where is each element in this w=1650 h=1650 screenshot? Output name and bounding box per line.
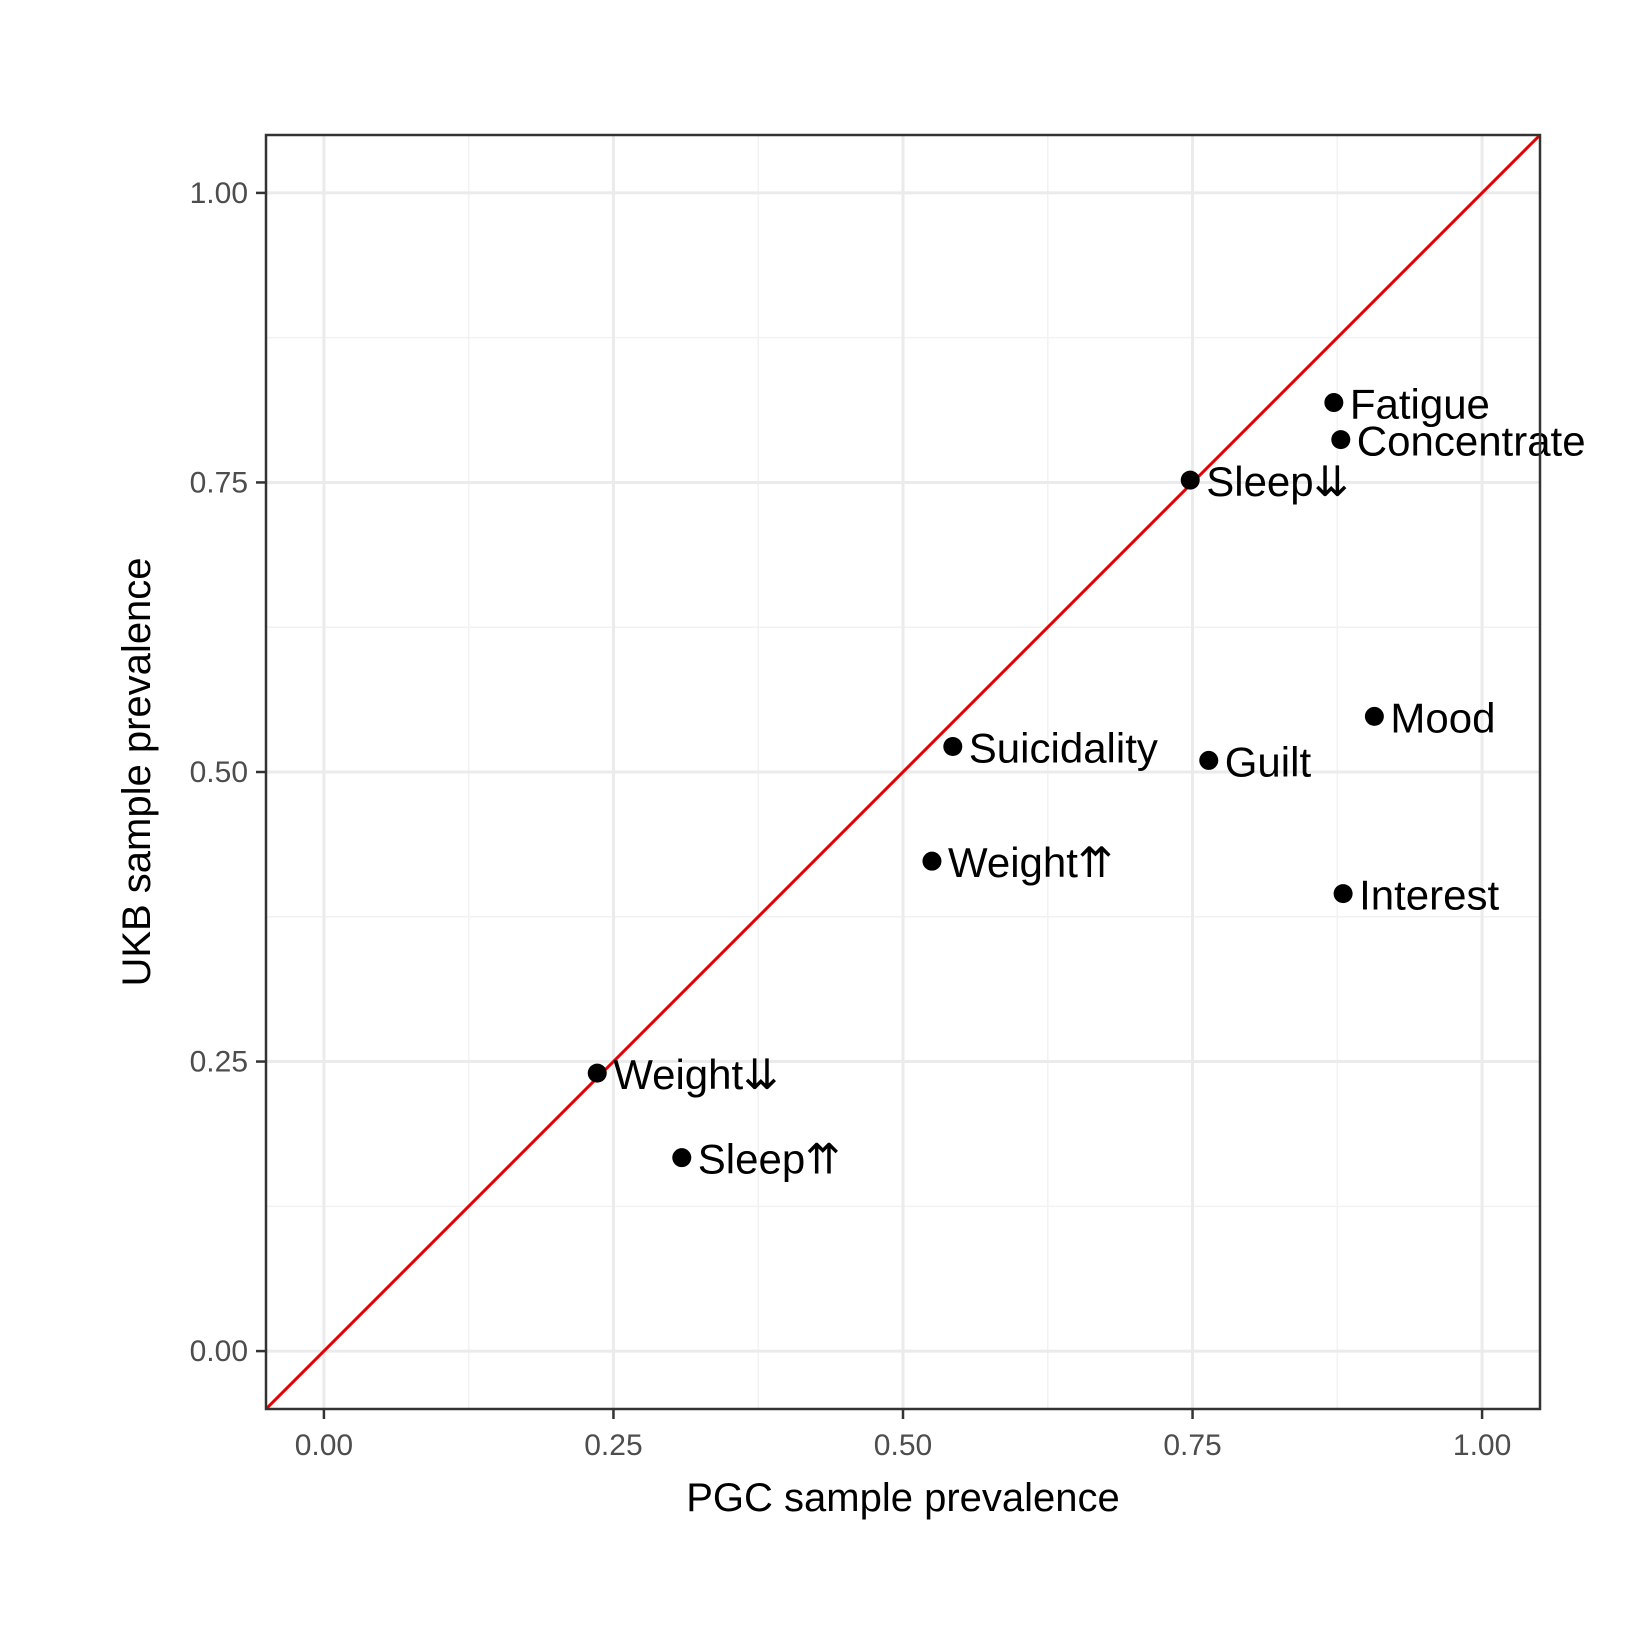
- y-axis-title: UKB sample prevalence: [115, 557, 159, 986]
- y-tick-label: 1.00: [190, 177, 248, 210]
- y-tick-label: 0.00: [190, 1335, 248, 1368]
- y-tick-label: 0.75: [190, 466, 248, 499]
- data-point: [1199, 750, 1219, 770]
- point-label: Fatigue: [1350, 381, 1490, 428]
- x-tick-label: 0.00: [295, 1429, 353, 1462]
- point-label: Weight⇊: [613, 1051, 778, 1098]
- y-tick-label: 0.25: [190, 1046, 248, 1079]
- data-point: [1364, 706, 1384, 726]
- point-label: Weight⇈: [948, 839, 1113, 886]
- data-point: [943, 737, 963, 757]
- data-point: [1331, 430, 1351, 450]
- data-point: [587, 1063, 607, 1083]
- x-tick-label: 0.50: [874, 1429, 932, 1462]
- data-point: [922, 851, 942, 871]
- data-point: [1333, 884, 1353, 904]
- point-label: Sleep⇊: [1206, 458, 1349, 505]
- x-axis: 0.00 0.25 0.50 0.75 1.00: [295, 1409, 1511, 1462]
- point-label: Interest: [1359, 872, 1499, 919]
- point-label: Concentrate: [1357, 418, 1586, 465]
- point-label: Suicidality: [969, 725, 1158, 772]
- identity-reference-line: [264, 133, 1542, 1411]
- y-axis: 0.00 0.25 0.50 0.75 1.00: [190, 177, 266, 1368]
- data-point: [672, 1148, 692, 1168]
- point-label: Guilt: [1225, 738, 1312, 785]
- point-label: Sleep⇈: [698, 1136, 841, 1183]
- y-tick-label: 0.50: [190, 756, 248, 789]
- x-tick-label: 0.75: [1163, 1429, 1221, 1462]
- x-tick-label: 0.25: [584, 1429, 642, 1462]
- x-axis-title: PGC sample prevalence: [686, 1476, 1120, 1520]
- reference-line-group: [264, 133, 1542, 1411]
- data-point: [1324, 393, 1344, 413]
- data-point: [1180, 470, 1200, 490]
- x-tick-label: 1.00: [1453, 1429, 1511, 1462]
- point-label: Mood: [1390, 694, 1495, 741]
